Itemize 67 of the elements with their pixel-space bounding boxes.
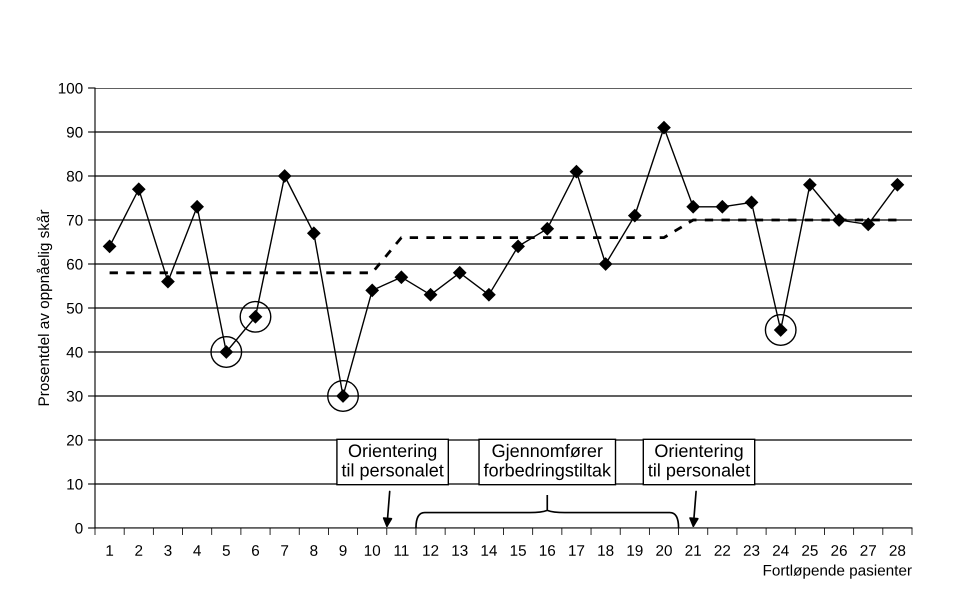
x-tick-label: 27 <box>860 545 876 556</box>
x-tick-label: 1 <box>106 545 114 556</box>
point <box>716 200 729 214</box>
point <box>570 165 584 178</box>
point <box>307 226 320 240</box>
x-tick-label: 24 <box>772 545 789 556</box>
point <box>803 178 816 192</box>
annotation: Orientering til personalet <box>648 444 750 480</box>
point <box>599 257 612 271</box>
x-axis-title: Fortløpende pasienter <box>764 564 912 579</box>
point <box>686 200 700 214</box>
y-tick-label: 100 <box>58 82 83 94</box>
point <box>512 240 525 253</box>
x-tick-label: 21 <box>685 545 701 556</box>
y-tick-label: 70 <box>66 214 83 226</box>
x-tick-label: 20 <box>656 545 672 556</box>
x-tick-label: 13 <box>452 545 468 556</box>
x-tick-label: 12 <box>423 545 438 556</box>
x-tick-label: 26 <box>831 545 847 556</box>
x-tick-label: 14 <box>482 545 497 556</box>
x-tick-label: 4 <box>193 545 201 556</box>
y-tick-label: 0 <box>75 522 83 534</box>
x-tick-label: 17 <box>569 545 584 556</box>
y-tick-label: 10 <box>67 478 83 490</box>
y-tick-label: 90 <box>66 126 83 138</box>
x-tick-label: 15 <box>510 545 526 556</box>
x-tick-label: 8 <box>310 545 318 556</box>
y-tick-label: 60 <box>66 258 83 270</box>
x-tick-label: 10 <box>364 545 380 556</box>
annotation: Gjennomfører forbedringstiltak <box>484 444 612 480</box>
point <box>482 288 496 302</box>
x-tick-label: 28 <box>890 545 906 556</box>
x-tick-label: 18 <box>598 545 614 556</box>
y-tick-label: 40 <box>66 346 83 358</box>
x-tick-label: 16 <box>540 545 556 556</box>
x-tick-label: 3 <box>164 545 172 556</box>
point <box>366 284 379 297</box>
point <box>628 209 642 222</box>
point <box>744 196 758 209</box>
point <box>132 182 146 196</box>
y-axis-title: Prosentdel av oppnåelig skår <box>36 210 52 406</box>
y-tick-label: 30 <box>66 390 83 402</box>
x-tick-label: 7 <box>281 545 288 556</box>
annotation: Orientering til personalet <box>342 444 444 480</box>
y-tick-label: 50 <box>66 302 83 314</box>
x-tick-label: 9 <box>339 545 347 556</box>
point <box>657 121 671 134</box>
point <box>394 270 408 284</box>
x-tick-label: 11 <box>394 545 409 556</box>
point <box>862 218 875 231</box>
x-tick-label: 2 <box>135 545 142 556</box>
point <box>278 169 292 183</box>
point <box>453 266 466 280</box>
x-tick-label: 19 <box>627 545 643 556</box>
x-tick-label: 22 <box>714 545 730 556</box>
point <box>103 240 116 253</box>
x-tick-label: 5 <box>222 545 230 556</box>
point <box>424 288 438 302</box>
x-tick-label: 25 <box>802 545 818 556</box>
y-tick-label: 80 <box>66 170 83 182</box>
point <box>161 275 175 288</box>
x-tick-label: 6 <box>252 545 260 556</box>
point <box>190 200 204 214</box>
point <box>890 178 904 192</box>
y-tick-label: 20 <box>66 434 83 446</box>
x-tick-label: 23 <box>744 545 760 556</box>
point <box>540 222 554 236</box>
